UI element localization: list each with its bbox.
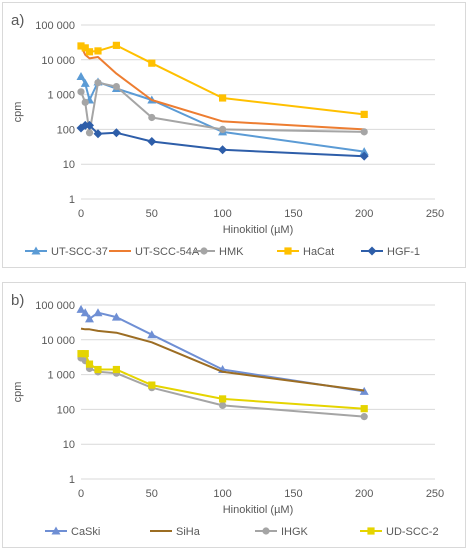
chart0-x-tick-label: 0: [78, 208, 84, 220]
chart1-data-point: [84, 314, 94, 323]
chart0-data-point: [112, 41, 120, 49]
chart0-data-point: [219, 94, 227, 102]
chart1-y-axis-title: cpm: [12, 382, 24, 403]
chart0-y-tick-label: 10: [63, 159, 75, 171]
chart0-y-tick-label: 10 000: [41, 55, 75, 67]
chart0-x-tick-label: 200: [355, 208, 373, 220]
chart0-data-point: [112, 82, 120, 91]
chart0-x-tick-label: 150: [284, 208, 302, 220]
chart1-legend-marker: [51, 526, 61, 535]
chart0-data-point: [85, 48, 94, 56]
chart0-data-point: [360, 128, 368, 136]
chart1-legend-label: SiHa: [176, 526, 201, 538]
chart1-data-point: [111, 312, 121, 321]
chart0-legend-marker: [367, 246, 377, 256]
chart0-data-point: [77, 88, 85, 96]
chart1-x-tick-label: 250: [426, 488, 444, 500]
chart0-legend-marker: [200, 247, 208, 255]
chart0-data-point: [360, 110, 368, 118]
chart0-y-tick-label: 1: [69, 194, 75, 206]
chart0-data-point: [81, 44, 89, 52]
chart0-series-line: [80, 76, 365, 153]
chart0-y-axis-title: cpm: [12, 102, 24, 123]
chart0-legend-label: HMK: [219, 246, 244, 258]
chart0-data-point: [148, 59, 156, 67]
chart0-data-point: [93, 129, 103, 139]
chart1-data-point: [112, 365, 120, 374]
chart0-data-point: [218, 145, 228, 155]
chart0-data-point: [80, 78, 90, 87]
chart-a-svg: a) 1 10 100 1 000 10 000 100 000 0 50 100 150 200 25…: [11, 12, 444, 258]
chart1-x-axis-title: Hinokitiol (µM): [223, 504, 294, 516]
chart0-x-tick-label: 100: [213, 208, 231, 220]
chart0-legend-label: UT-SCC-54A: [135, 246, 200, 258]
chart1-y-tick-label: 1 000: [47, 370, 75, 382]
chart-b-svg: b) 1 10 100 1 000 10 000 100 000 0 50 100 150 200 25…: [11, 292, 444, 538]
chart1-data-point: [80, 308, 90, 317]
chart1-x-tick-label: 150: [284, 488, 302, 500]
chart0-data-point: [111, 128, 121, 138]
chart0-y-tick-label: 1 000: [47, 90, 75, 102]
chart0-data-point: [76, 72, 86, 81]
chart1-data-point: [94, 365, 102, 374]
chart0-data-point: [148, 113, 156, 122]
chart1-y-tick-label: 100 000: [35, 300, 75, 312]
chart0-x-tick-label: 50: [146, 208, 158, 220]
chart0-data-point: [85, 129, 94, 137]
chart1-legend-label: UD-SCC-2: [386, 526, 439, 538]
chart-panel-a: a) 1 10 100 1 000 10 000 100 000 0 50 100 150 200 25…: [2, 2, 466, 268]
chart1-data-point: [93, 308, 103, 317]
chart1-data-point: [360, 405, 368, 413]
chart1-legend-label: IHGK: [281, 526, 309, 538]
chart0-data-point: [219, 125, 227, 133]
chart1-data-point: [76, 304, 86, 313]
chart0-x-tick-label: 250: [426, 208, 444, 220]
chart-panel-b: b) 1 10 100 1 000 10 000 100 000 0 50 100 150 200 25…: [2, 282, 466, 548]
chart0-series-line: [80, 81, 365, 134]
chart1-x-tick-label: 100: [213, 488, 231, 500]
chart0-legend-marker: [284, 247, 292, 255]
chart1-data-point: [219, 401, 227, 410]
chart0-series-line: [80, 45, 365, 131]
chart1-x-tick-label: 0: [78, 488, 84, 500]
chart1-legend-marker: [262, 527, 270, 535]
chart1-data-point: [359, 386, 369, 395]
chart1-y-tick-label: 10 000: [41, 335, 75, 347]
chart0-data-point: [77, 42, 85, 50]
chart1-x-tick-label: 50: [146, 488, 158, 500]
chart0-legend-marker: [31, 246, 41, 255]
chart1-data-point: [148, 381, 156, 389]
chart1-y-tick-label: 10: [63, 439, 75, 451]
chart0-x-axis-title: Hinokitiol (µM): [223, 224, 294, 236]
chart1-series-line: [80, 308, 365, 393]
chart0-legend-label: UT-SCC-37: [51, 246, 108, 258]
chart1-series-line: [80, 327, 365, 392]
chart1-y-tick-label: 1: [69, 474, 75, 486]
chart0-data-point: [359, 151, 369, 161]
chart1-data-point: [81, 350, 89, 358]
chart0-data-point: [359, 147, 369, 156]
chart1-data-point: [77, 350, 85, 358]
chart0-data-point: [84, 120, 94, 130]
chart1-data-point: [147, 330, 157, 339]
chart1-x-tick-label: 200: [355, 488, 373, 500]
chart1-legend-label: CaSki: [71, 526, 100, 538]
chart0-legend-label: HaCat: [303, 246, 334, 258]
chart1-data-point: [219, 395, 227, 403]
chart1-legend-marker: [367, 527, 375, 535]
chart1-y-tick-label: 100: [57, 404, 75, 416]
chart0-data-point: [94, 79, 102, 87]
chart1-data-point: [360, 413, 368, 421]
chart0-data-point: [94, 47, 102, 55]
chart0-data-point: [147, 136, 157, 146]
chart0-panel-label: a): [11, 12, 24, 29]
chart1-panel-label: b): [11, 292, 24, 309]
chart0-y-tick-label: 100: [57, 124, 75, 136]
chart1-data-point: [85, 360, 94, 368]
chart0-data-point: [81, 98, 89, 106]
chart0-y-tick-label: 100 000: [35, 20, 75, 32]
chart0-legend-label: HGF-1: [387, 246, 420, 258]
